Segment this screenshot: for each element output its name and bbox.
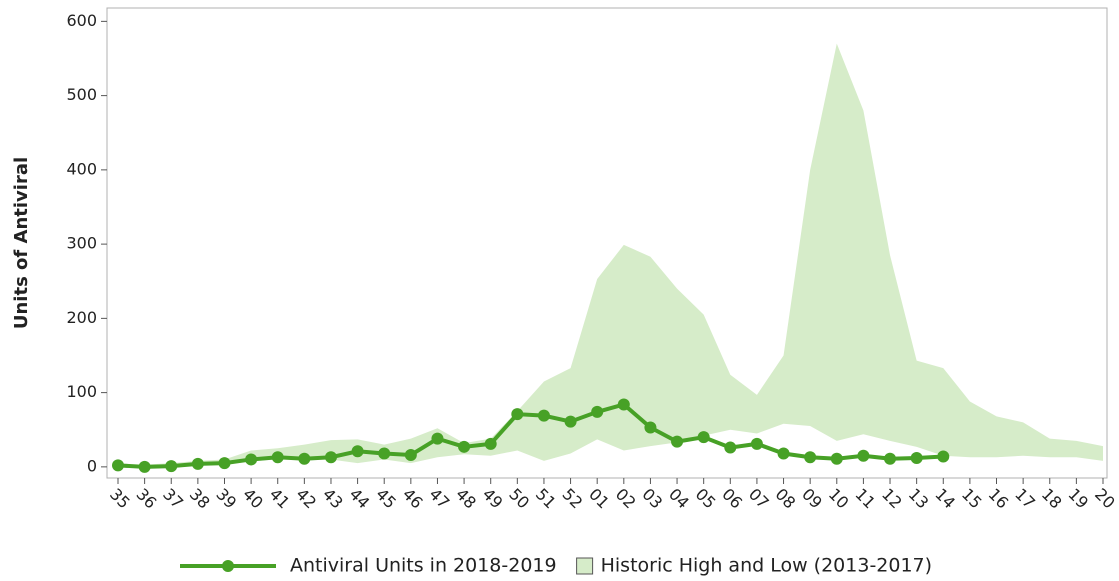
x-tick-label: 40	[239, 485, 267, 513]
x-tick-label: 17	[1011, 485, 1039, 513]
x-tick-label: 44	[346, 485, 374, 513]
x-tick-label: 49	[479, 485, 507, 513]
x-tick-label: 36	[133, 485, 161, 513]
point	[884, 452, 897, 465]
point	[431, 432, 444, 445]
x-tick-label: 43	[319, 485, 347, 513]
point	[324, 451, 337, 464]
y-tick-label: 400	[66, 159, 97, 178]
point	[671, 435, 684, 448]
x-tick-label: 42	[292, 485, 320, 513]
point	[804, 451, 817, 464]
point	[351, 445, 364, 458]
point	[112, 459, 124, 472]
x-tick-label: 07	[745, 485, 773, 513]
legend-label: Historic High and Low (2013-2017)	[601, 555, 932, 577]
x-tick-label: 13	[905, 485, 933, 513]
x-tick-label: 03	[638, 485, 666, 513]
x-tick-label: 05	[692, 485, 720, 513]
x-tick-label: 04	[665, 485, 693, 513]
point	[298, 452, 311, 465]
point	[458, 440, 471, 453]
x-tick-label: 01	[585, 485, 613, 513]
x-tick-label: 09	[798, 485, 826, 513]
x-tick-label: 10	[825, 485, 853, 513]
point	[484, 437, 497, 450]
point	[271, 451, 284, 464]
x-tick-label: 18	[1038, 485, 1066, 513]
x-tick-label: 19	[1064, 485, 1092, 513]
point	[937, 450, 950, 463]
plot-frame	[106, 7, 1108, 479]
point	[191, 457, 204, 470]
x-tick-label: 08	[772, 485, 800, 513]
point	[830, 452, 843, 465]
x-tick-label: 14	[931, 485, 959, 513]
y-tick-label: 200	[66, 308, 97, 327]
y-tick-label: 100	[66, 382, 97, 401]
x-tick-label: 37	[159, 485, 187, 513]
legend-swatch	[576, 557, 594, 575]
x-tick-label: 38	[186, 485, 214, 513]
x-tick-label: 15	[958, 485, 986, 513]
x-tick-label: 51	[532, 485, 560, 513]
x-tick-label: 48	[452, 485, 480, 513]
x-tick-label: 46	[399, 485, 427, 513]
x-tick-label: 41	[266, 485, 294, 513]
point	[724, 441, 737, 454]
y-tick-label: 600	[66, 11, 97, 30]
y-tick-label: 300	[66, 234, 97, 253]
x-tick-label: 02	[612, 485, 640, 513]
point	[537, 409, 550, 422]
point	[910, 451, 923, 464]
point	[857, 449, 870, 462]
point	[617, 398, 630, 411]
point	[750, 437, 763, 450]
point	[138, 460, 151, 473]
x-tick-label: 50	[505, 485, 533, 513]
band-area	[118, 43, 1103, 467]
point	[564, 415, 577, 428]
point	[644, 421, 657, 434]
x-tick-label: 12	[878, 485, 906, 513]
point	[378, 447, 391, 460]
point	[245, 453, 258, 466]
y-tick-label: 0	[87, 456, 97, 475]
point	[218, 457, 231, 470]
point	[697, 431, 710, 444]
point	[511, 408, 524, 421]
x-tick-label: 39	[212, 485, 240, 513]
x-tick-label: 45	[372, 485, 400, 513]
point	[404, 448, 417, 461]
point	[591, 405, 604, 418]
x-tick-label: 47	[425, 485, 453, 513]
x-tick-label: 16	[985, 485, 1013, 513]
point	[777, 447, 790, 460]
y-axis-label: Units of Antiviral	[11, 157, 32, 329]
x-tick-label: 06	[718, 485, 746, 513]
x-tick-label: 20	[1091, 485, 1119, 513]
y-tick-label: 500	[66, 85, 97, 104]
legend-marker	[222, 560, 234, 572]
x-tick-label: 52	[559, 485, 587, 513]
x-tick-label: 11	[851, 485, 879, 513]
point	[165, 460, 178, 473]
legend-label: Antiviral Units in 2018-2019	[290, 555, 557, 577]
x-tick-label: 35	[106, 485, 134, 513]
